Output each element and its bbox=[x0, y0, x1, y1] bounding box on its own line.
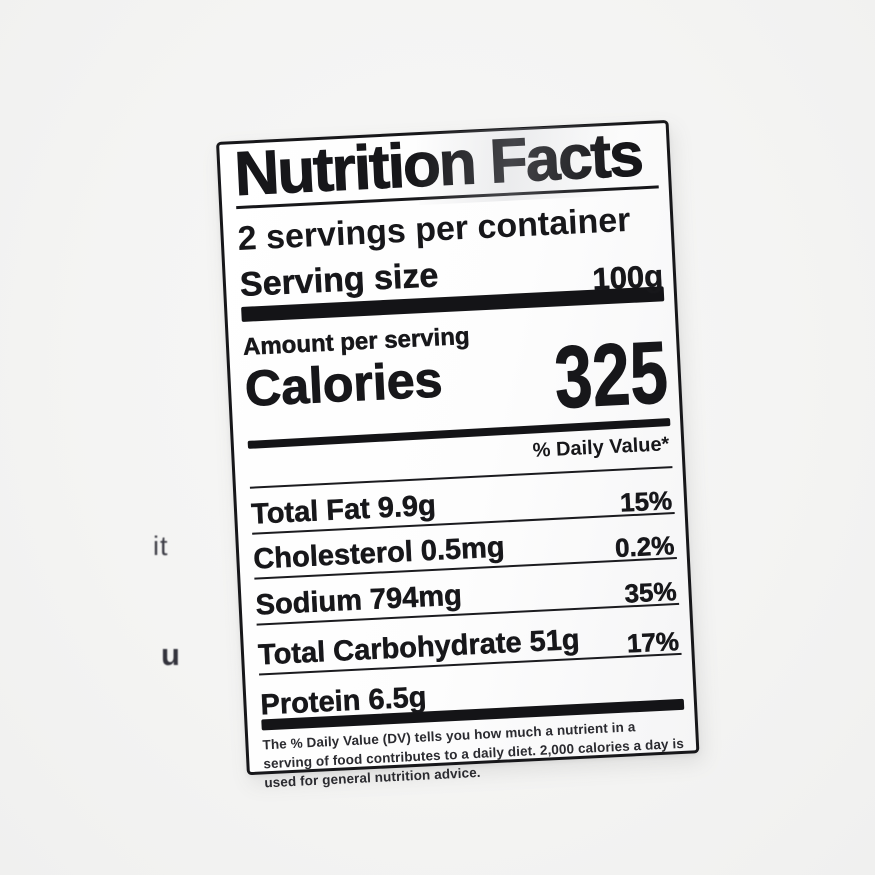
nutrition-facts-label: Nutrition Facts 2 servings per container… bbox=[216, 120, 700, 790]
label-title: Nutrition Facts bbox=[232, 120, 644, 210]
nutrient-daily-value: 17% bbox=[626, 625, 680, 659]
background-text-fragment-u: u bbox=[161, 637, 180, 672]
nutrient-daily-value: 15% bbox=[619, 485, 673, 518]
calories-label: Calories bbox=[243, 351, 444, 418]
nutrient-daily-value: 35% bbox=[623, 576, 678, 609]
serving-size-label: Serving size bbox=[239, 256, 440, 304]
calories-value: 325 bbox=[552, 322, 671, 427]
background-text-fragment-it: it bbox=[153, 531, 169, 561]
serving-size-value: 100g bbox=[591, 258, 664, 297]
nutrient-daily-value: 0.2% bbox=[614, 530, 675, 563]
